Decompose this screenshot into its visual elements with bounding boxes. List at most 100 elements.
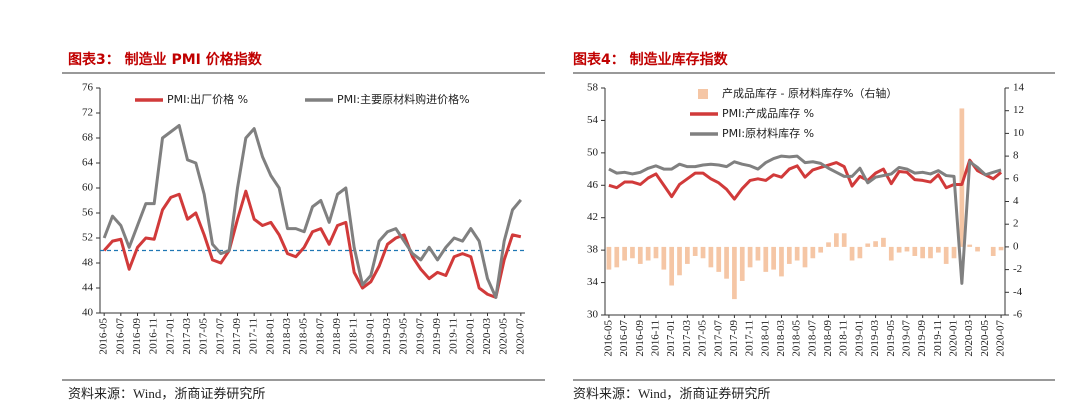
x-tick-label: 2017-03 <box>181 318 193 355</box>
x-tick-label: 2019-07 <box>900 320 912 357</box>
y-tick-label: 54 <box>587 114 599 126</box>
x-tick-label: 2017-07 <box>712 320 724 357</box>
y-tick-label: 46 <box>587 179 599 191</box>
source: 资料来源：Wind，浙商证券研究所 <box>573 386 770 401</box>
x-tick-label: 2018-11 <box>348 318 360 354</box>
x-tick-label: 2018-03 <box>775 320 787 357</box>
x-tick-label: 2018-09 <box>822 320 834 357</box>
x-tick-label: 2017-11 <box>248 318 260 354</box>
bar <box>920 246 925 259</box>
y2-tick-label: -6 <box>1013 309 1023 321</box>
bar <box>614 246 620 268</box>
bar <box>653 246 659 259</box>
bar <box>732 246 737 300</box>
x-tick-label: 2016-05 <box>602 320 614 357</box>
bar <box>716 246 722 272</box>
y-tick-label: 30 <box>587 309 599 321</box>
y2-tick-label: -2 <box>1013 263 1022 275</box>
bar <box>755 246 761 261</box>
bar <box>739 246 745 281</box>
x-tick-label: 2020-01 <box>464 318 476 355</box>
bar <box>771 246 776 270</box>
x-tick-label: 2020-05 <box>979 320 991 357</box>
bar <box>622 246 627 261</box>
line-series <box>103 189 522 299</box>
bar <box>724 246 729 279</box>
legend-swatch <box>698 89 708 99</box>
legend-label: PMI:出厂价格 % <box>167 92 248 106</box>
y-tick-label: 68 <box>82 132 94 144</box>
x-tick-label: 2016-07 <box>618 320 630 357</box>
bar <box>896 246 902 253</box>
y2-tick-label: 10 <box>1013 127 1025 139</box>
x-tick-label: 2017-09 <box>231 318 243 355</box>
source: 资料来源：Wind，浙商证券研究所 <box>68 386 265 401</box>
x-tick-label: 2020-05 <box>498 318 510 355</box>
x-tick-label: 2018-09 <box>331 318 343 355</box>
bar <box>645 246 651 261</box>
bar <box>834 233 839 247</box>
x-tick-label: 2018-05 <box>791 320 803 357</box>
line-series <box>102 124 522 299</box>
x-tick-label: 2019-01 <box>853 320 865 357</box>
bar <box>975 246 980 252</box>
bar <box>826 242 831 247</box>
bar <box>606 246 612 270</box>
y-tick-label: 56 <box>82 207 94 219</box>
y2-tick-label: 4 <box>1013 195 1019 207</box>
bar <box>692 246 698 256</box>
x-tick-label: 2017-11 <box>744 320 756 356</box>
x-tick-label: 2017-01 <box>164 318 176 355</box>
y-tick-label: 58 <box>587 82 599 94</box>
x-tick-label: 2016-11 <box>148 318 160 354</box>
legend-label: 产成品库存 - 原材料库存%（右轴） <box>722 86 897 100</box>
line-series <box>608 158 1003 201</box>
x-tick-label: 2017-03 <box>681 320 693 357</box>
x-tick-label: 2017-09 <box>728 320 740 357</box>
x-tick-label: 2019-11 <box>932 320 944 356</box>
chart: 图表4： 制造业库存指数资料来源：Wind，浙商证券研究所30343842465… <box>573 51 1055 401</box>
y-tick-label: 64 <box>82 157 94 169</box>
bar <box>747 246 753 268</box>
x-tick-label: 2016-09 <box>634 320 646 357</box>
y-tick-label: 40 <box>82 307 94 319</box>
y-tick-label: 52 <box>82 232 93 244</box>
bar <box>810 246 816 259</box>
y-tick-label: 42 <box>587 211 598 223</box>
y2-tick-label: -4 <box>1013 286 1023 298</box>
bar <box>818 246 824 253</box>
x-tick-label: 2018-03 <box>281 318 293 355</box>
y-tick-label: 76 <box>82 82 94 94</box>
bar <box>849 246 855 261</box>
x-tick-label: 2018-07 <box>314 318 326 355</box>
x-tick-label: 2018-01 <box>759 320 771 357</box>
y2-tick-label: 2 <box>1013 218 1019 230</box>
y2-tick-label: 0 <box>1013 240 1019 252</box>
bar <box>700 246 706 259</box>
x-tick-label: 2019-11 <box>448 318 460 354</box>
x-tick-label: 2018-11 <box>838 320 850 356</box>
x-tick-label: 2017-05 <box>697 320 709 357</box>
bar <box>763 246 769 272</box>
x-tick-label: 2019-03 <box>869 320 881 357</box>
bar <box>959 108 965 247</box>
y-tick-label: 38 <box>587 244 599 256</box>
y2-tick-label: 14 <box>1013 82 1025 94</box>
bar <box>841 233 847 247</box>
x-tick-label: 2019-09 <box>916 320 928 357</box>
bar <box>786 246 792 264</box>
bar <box>990 246 996 256</box>
y2-tick-label: 6 <box>1013 172 1019 184</box>
x-tick-label: 2016-07 <box>114 318 126 355</box>
x-tick-label: 2016-09 <box>131 318 143 355</box>
x-tick-label: 2019-09 <box>431 318 443 355</box>
bar <box>888 246 894 261</box>
legend-label: PMI:产成品库存 % <box>722 106 814 120</box>
x-tick-label: 2017-01 <box>665 320 677 357</box>
x-tick-label: 2016-11 <box>650 320 662 356</box>
x-tick-label: 2017-07 <box>214 318 226 355</box>
bar <box>904 246 910 252</box>
y-tick-label: 50 <box>587 146 599 158</box>
